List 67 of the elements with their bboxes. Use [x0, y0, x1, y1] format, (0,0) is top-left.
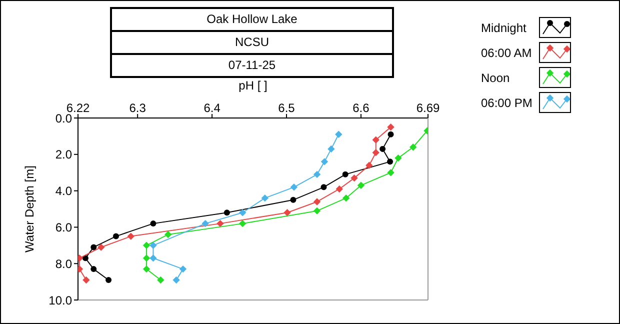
- y-tick-label: 2.0: [55, 148, 72, 162]
- point: [335, 130, 342, 138]
- point: [150, 242, 157, 249]
- chart-subtitle: NCSU: [110, 30, 394, 55]
- point: [82, 276, 90, 284]
- point: [388, 131, 394, 138]
- point: [290, 196, 296, 203]
- point: [150, 220, 156, 227]
- y-tick-label: 6.0: [55, 220, 72, 234]
- point: [313, 207, 321, 214]
- point: [142, 242, 150, 249]
- text: Noon: [481, 70, 511, 84]
- point: [112, 233, 119, 240]
- point: [150, 254, 157, 262]
- x-tick-label: 6.3: [129, 101, 146, 115]
- x-tick-label: 6.69: [416, 101, 440, 115]
- x-tick-label: 6.5: [278, 101, 296, 115]
- legend-label: 06:00 AM: [481, 46, 533, 60]
- point: [320, 158, 328, 166]
- point: [320, 184, 327, 190]
- point: [238, 209, 246, 216]
- point: [224, 210, 230, 216]
- x-axis-title: pH [ ]: [238, 78, 268, 93]
- point: [284, 209, 291, 216]
- point: [342, 171, 348, 178]
- point: [238, 220, 246, 228]
- point: [261, 194, 269, 202]
- point: [387, 169, 394, 176]
- point: [313, 198, 321, 206]
- point: [380, 146, 386, 152]
- legend-label: Midnight: [481, 20, 528, 34]
- chart-title: Oak Hollow Lake: [110, 7, 394, 32]
- y-tick-label: 10.0: [48, 293, 72, 308]
- y-axis-title: Water Depth [m]: [22, 166, 36, 252]
- point: [90, 244, 97, 250]
- point: [357, 182, 365, 189]
- point: [164, 230, 172, 238]
- point: [106, 276, 112, 283]
- point: [372, 148, 380, 156]
- point: [290, 184, 298, 191]
- point: [97, 244, 105, 251]
- point: [372, 136, 380, 144]
- point: [142, 254, 150, 262]
- point: [157, 276, 164, 284]
- point: [366, 162, 373, 169]
- x-tick-label: 6.6: [352, 101, 370, 115]
- point: [127, 232, 134, 240]
- point: [387, 158, 394, 165]
- x-tick-label: 6.4: [204, 101, 221, 115]
- point: [179, 265, 187, 273]
- point: [313, 170, 321, 178]
- point: [202, 220, 209, 228]
- point: [336, 185, 343, 193]
- point: [328, 145, 335, 153]
- point: [142, 265, 150, 273]
- point: [350, 174, 358, 182]
- point: [90, 266, 97, 272]
- point: [342, 194, 350, 202]
- text: 07-11-25: [110, 53, 394, 78]
- legend-label: 06:00 PM: [481, 96, 534, 110]
- point: [172, 276, 180, 284]
- point: [387, 124, 394, 131]
- y-tick-label: 4.0: [55, 184, 72, 198]
- point: [410, 144, 417, 151]
- point: [216, 220, 224, 228]
- y-tick-label: 8.0: [55, 256, 72, 271]
- point: [394, 154, 402, 162]
